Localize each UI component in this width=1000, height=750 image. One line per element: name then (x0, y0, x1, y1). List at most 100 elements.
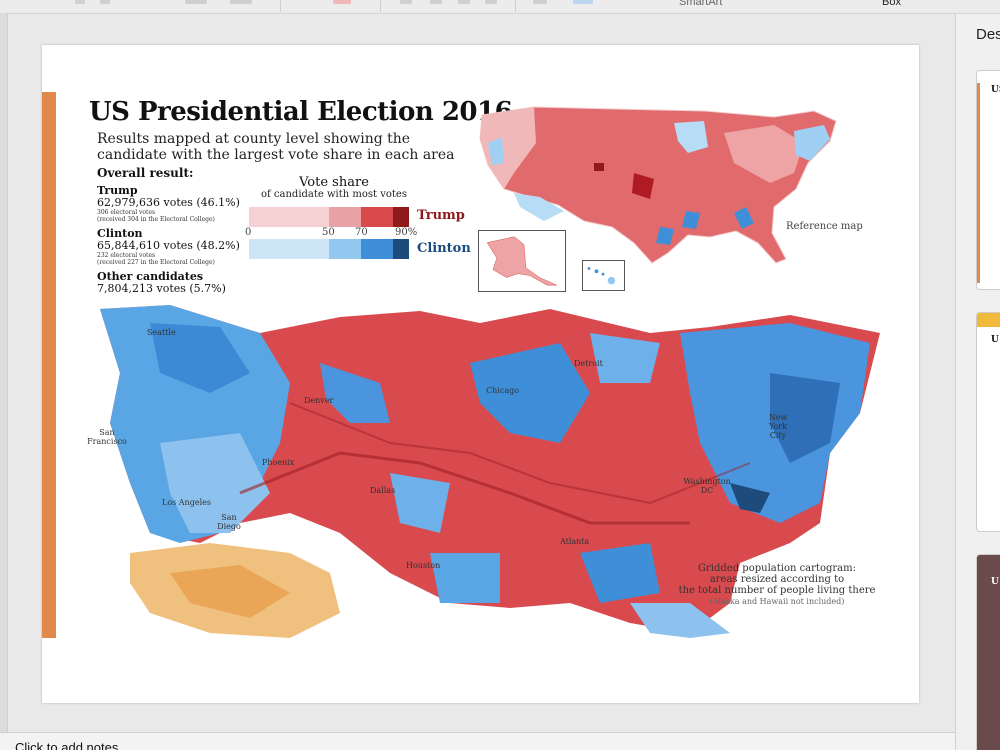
city-label-houston: Houston (406, 561, 441, 570)
cartogram-chicago-area (470, 343, 590, 443)
smartart-button[interactable]: SmartArt (679, 0, 723, 8)
others-name: Other candidates (97, 270, 204, 283)
notes-pane[interactable]: Click to add notes (0, 732, 960, 750)
toolbar-separator (515, 0, 516, 12)
hawaii-shape (587, 267, 616, 285)
designer-panel: Des US U U (955, 14, 1000, 750)
legend-tick: 90% (395, 227, 418, 238)
cartogram-detroit-area (590, 333, 660, 383)
align-icon[interactable] (485, 0, 497, 4)
clinton-ev: 232 electoral votes (97, 252, 156, 259)
cartogram-caption: Gridded population cartogram: areas resi… (662, 563, 892, 607)
reference-map-plains (632, 173, 654, 199)
city-label-denver: Denver (304, 396, 334, 405)
design-card-title: US (991, 85, 1000, 95)
text-box-button[interactable]: Box (882, 0, 901, 8)
legend-tick: 0 (245, 227, 252, 238)
population-cartogram[interactable] (90, 303, 890, 643)
hawaii-island (587, 267, 591, 270)
alaska-shape (486, 236, 557, 286)
reference-map-county (682, 211, 700, 229)
align-icon[interactable] (430, 0, 442, 4)
legend-clinton-scale (249, 239, 409, 259)
caption-line: areas resized according to (709, 574, 845, 585)
cartogram-road-network (289, 402, 751, 505)
trump-name: Trump (97, 184, 138, 197)
legend-title: Vote share (299, 175, 369, 190)
trump-votes: 62,979,636 votes (46.1%) (97, 196, 240, 209)
toolbar-separator (280, 0, 281, 12)
clinton-votes: 65,844,610 votes (48.2%) (97, 239, 240, 252)
toolbar-ghost-icon[interactable] (185, 0, 207, 4)
accent-bar (42, 92, 56, 638)
legend-tick: 70 (355, 227, 368, 238)
reference-map-county (594, 163, 604, 171)
overall-result-block[interactable]: Overall result: Trump 62,979,636 votes (… (97, 166, 307, 295)
hawaii-island (607, 276, 616, 285)
reference-map-southwest (514, 193, 564, 221)
reference-map-northeast (724, 125, 804, 183)
ribbon-toolbar: SmartArt Box (0, 0, 1000, 14)
legend-swatch (393, 239, 409, 259)
alaska-land (486, 236, 557, 286)
cartogram-dc-area (730, 483, 770, 513)
toolbar-ghost-icon[interactable] (230, 0, 252, 4)
city-label-washington-dc: Washington DC (683, 477, 731, 495)
design-accent-bar (977, 83, 980, 283)
cartogram-unincluded-detail (170, 565, 290, 618)
slide-subtitle[interactable]: Results mapped at county level showing t… (97, 131, 455, 163)
city-label-san-francisco: San Francisco (87, 428, 127, 446)
legend-swatch (329, 239, 361, 259)
legend-subtitle: of candidate with most votes (261, 189, 407, 200)
reference-map-west-coast (480, 107, 536, 189)
cartogram-houston-area (430, 553, 500, 603)
fill-color-icon[interactable] (333, 0, 351, 4)
overall-result-heading: Overall result: (97, 166, 194, 180)
design-card-title: U (991, 335, 999, 345)
city-label-chicago: Chicago (486, 386, 520, 395)
city-label-seattle: Seattle (147, 328, 176, 337)
legend-swatch (329, 207, 361, 227)
hawaii-island (601, 272, 605, 276)
reference-map[interactable] (474, 103, 874, 293)
designer-panel-title: Des (976, 26, 1000, 43)
city-label-los-angeles: Los Angeles (162, 498, 211, 507)
cartogram-dallas-area (390, 473, 450, 533)
slide-canvas[interactable]: US Presidential Election 2016 Results ma… (42, 45, 919, 703)
caption-line: the total number of people living there (678, 585, 876, 596)
clinton-ev-college: (received 227 in the Electoral College) (97, 259, 215, 266)
legend-swatch (249, 207, 329, 227)
design-suggestion-card[interactable]: US (976, 70, 1000, 290)
city-label-atlanta: Atlanta (560, 537, 590, 546)
notes-placeholder[interactable]: Click to add notes (15, 740, 119, 750)
design-suggestion-card[interactable]: U (976, 312, 1000, 532)
legend-swatch (393, 207, 409, 227)
cartogram-la-area (160, 433, 270, 533)
cartogram-new-york-area (770, 373, 840, 463)
caption-note: (Alaska and Hawaii not included) (709, 597, 845, 606)
cartogram-seattle-area (150, 323, 250, 393)
slide-title[interactable]: US Presidential Election 2016 (89, 97, 513, 127)
design-suggestion-card[interactable]: U (976, 554, 1000, 750)
clinton-name: Clinton (97, 227, 143, 240)
convert-smartart-icon[interactable] (573, 0, 593, 4)
legend-swatch (361, 239, 393, 259)
hawaii-island (594, 269, 599, 274)
city-label-san-diego: San Diego (217, 513, 241, 531)
text-direction-icon[interactable] (533, 0, 547, 4)
toolbar-ghost-icon[interactable] (100, 0, 110, 4)
hawaii-inset (582, 260, 625, 291)
toolbar-ghost-icon[interactable] (75, 0, 85, 4)
legend-tick: 50 (322, 227, 335, 238)
trump-ev-college: (received 304 in the Electoral College) (97, 216, 215, 223)
align-icon[interactable] (458, 0, 470, 4)
thumbnail-gutter (0, 14, 8, 732)
align-icon[interactable] (400, 0, 412, 4)
reference-map-michigan (674, 121, 708, 153)
city-label-phoenix: Phoenix (262, 458, 295, 467)
legend-swatch (249, 239, 329, 259)
legend-swatch (361, 207, 393, 227)
trump-ev: 306 electoral votes (97, 209, 156, 216)
city-label-dallas: Dallas (370, 486, 396, 495)
reference-map-county (734, 207, 754, 229)
